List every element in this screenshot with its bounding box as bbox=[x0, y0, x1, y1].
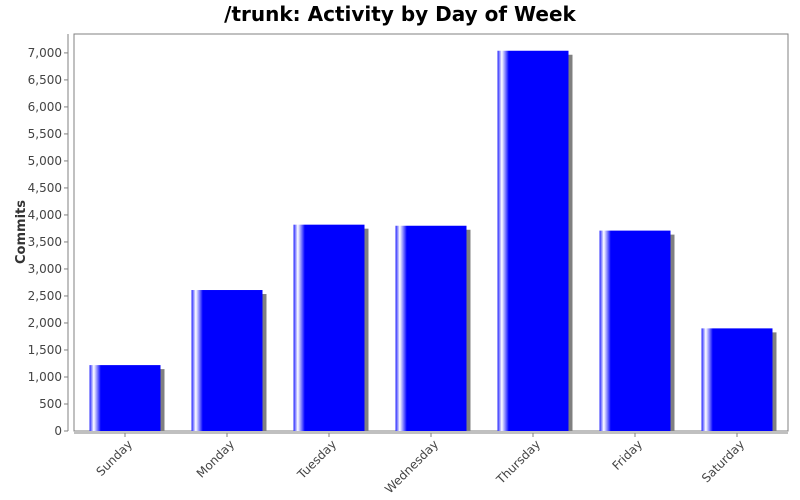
bar-thursday bbox=[497, 50, 569, 432]
y-tick-label: 3,000 bbox=[28, 262, 62, 276]
y-tick-label: 500 bbox=[39, 397, 62, 411]
x-tick-label: Sunday bbox=[93, 437, 135, 479]
bar-wednesday bbox=[395, 225, 467, 431]
bar-sunday bbox=[89, 365, 161, 431]
y-tick-label: 5,500 bbox=[28, 127, 62, 141]
x-tick-label: Tuesday bbox=[294, 437, 339, 482]
y-tick-label: 4,500 bbox=[28, 181, 62, 195]
bar-monday bbox=[191, 290, 263, 431]
x-axis: Sunday Monday Tuesday Wednesday Thursday Frid… bbox=[74, 432, 788, 496]
y-tick-label: 7,000 bbox=[28, 46, 62, 60]
bars bbox=[89, 50, 777, 432]
y-tick-label: 1,000 bbox=[28, 370, 62, 384]
y-tick-label: 5,000 bbox=[28, 154, 62, 168]
x-tick-label: Thursday bbox=[493, 437, 543, 487]
x-tick-label: Friday bbox=[610, 437, 646, 473]
bar-tuesday bbox=[293, 224, 365, 431]
y-tick-label: 2,000 bbox=[28, 316, 62, 330]
y-tick-label: 6,500 bbox=[28, 73, 62, 87]
x-tick-label: Saturday bbox=[699, 437, 747, 485]
x-tick-label: Monday bbox=[194, 437, 237, 480]
bar-friday bbox=[599, 230, 671, 431]
y-axis-label: Commits bbox=[14, 200, 29, 264]
chart-title: /trunk: Activity by Day of Week bbox=[224, 2, 576, 26]
bar-saturday bbox=[701, 328, 773, 431]
y-tick-label: 2,500 bbox=[28, 289, 62, 303]
y-tick-label: 3,500 bbox=[28, 235, 62, 249]
y-tick-label: 1,500 bbox=[28, 343, 62, 357]
y-tick-label: 4,000 bbox=[28, 208, 62, 222]
y-axis: 0 500 1,000 1,500 2,000 2,500 3,000 3,500 4,000 4… bbox=[28, 34, 69, 438]
y-tick-label: 6,000 bbox=[28, 100, 62, 114]
x-tick-label: Wednesday bbox=[382, 437, 441, 496]
y-tick-label: 0 bbox=[54, 424, 62, 438]
